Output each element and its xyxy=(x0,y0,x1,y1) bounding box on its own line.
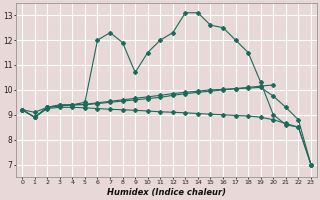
X-axis label: Humidex (Indice chaleur): Humidex (Indice chaleur) xyxy=(107,188,226,197)
